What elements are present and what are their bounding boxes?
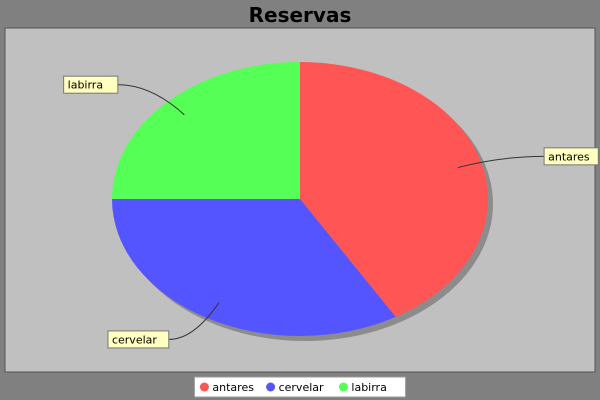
chart-title: Reservas: [249, 3, 352, 27]
legend-box: [193, 376, 407, 398]
legend-label-cervelar: cervelar: [279, 381, 324, 394]
legend-label-antares: antares: [212, 381, 254, 394]
slice-labels: antares cervelar labirra: [63, 75, 599, 349]
label-box-labirra: [63, 75, 119, 94]
label-box-cervelar: [107, 330, 170, 349]
slice-label-antares: antares: [548, 150, 590, 163]
slice-label-labirra: labirra: [68, 79, 103, 92]
pie-slice-cervelar[interactable]: [111, 199, 396, 336]
leader-line-antares: [457, 155, 545, 169]
pie-slice-antares[interactable]: [300, 62, 489, 317]
pie-slice-labirra[interactable]: [112, 62, 300, 199]
legend: antares cervelar labirra: [193, 376, 407, 398]
pie-slices: [111, 62, 493, 341]
legend-swatch-labirra: [338, 382, 348, 392]
leader-line-labirra: [117, 84, 185, 116]
label-box-antares: [543, 147, 599, 166]
legend-swatch-antares: [199, 382, 209, 392]
leader-line-cervelar: [168, 302, 220, 340]
legend-swatch-cervelar: [266, 382, 276, 392]
legend-label-labirra: labirra: [351, 381, 386, 394]
slice-label-cervelar: cervelar: [112, 333, 157, 346]
